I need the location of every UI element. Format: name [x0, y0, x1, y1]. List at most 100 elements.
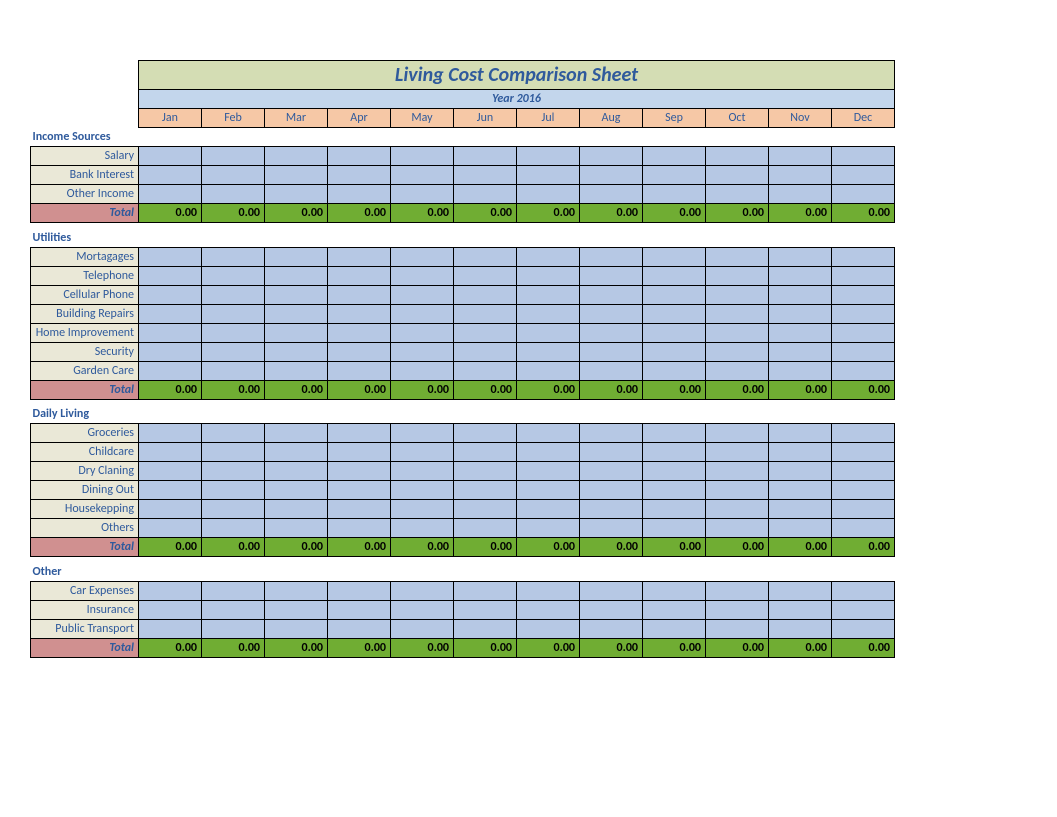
data-cell[interactable]: [454, 166, 517, 185]
data-cell[interactable]: [391, 481, 454, 500]
data-cell[interactable]: [706, 424, 769, 443]
data-cell[interactable]: [706, 185, 769, 204]
data-cell[interactable]: [454, 519, 517, 538]
data-cell[interactable]: [265, 481, 328, 500]
data-cell[interactable]: [265, 500, 328, 519]
data-cell[interactable]: [706, 519, 769, 538]
data-cell[interactable]: [391, 304, 454, 323]
data-cell[interactable]: [328, 361, 391, 380]
data-cell[interactable]: [517, 185, 580, 204]
data-cell[interactable]: [391, 361, 454, 380]
data-cell[interactable]: [769, 147, 832, 166]
data-cell[interactable]: [643, 185, 706, 204]
data-cell[interactable]: [643, 166, 706, 185]
data-cell[interactable]: [328, 323, 391, 342]
data-cell[interactable]: [328, 581, 391, 600]
data-cell[interactable]: [202, 619, 265, 638]
data-cell[interactable]: [139, 600, 202, 619]
data-cell[interactable]: [769, 166, 832, 185]
data-cell[interactable]: [202, 185, 265, 204]
data-cell[interactable]: [769, 304, 832, 323]
data-cell[interactable]: [580, 166, 643, 185]
data-cell[interactable]: [832, 185, 895, 204]
data-cell[interactable]: [769, 342, 832, 361]
data-cell[interactable]: [391, 185, 454, 204]
data-cell[interactable]: [643, 619, 706, 638]
data-cell[interactable]: [643, 247, 706, 266]
data-cell[interactable]: [706, 462, 769, 481]
data-cell[interactable]: [706, 342, 769, 361]
data-cell[interactable]: [706, 443, 769, 462]
data-cell[interactable]: [643, 304, 706, 323]
data-cell[interactable]: [769, 481, 832, 500]
data-cell[interactable]: [328, 481, 391, 500]
data-cell[interactable]: [517, 304, 580, 323]
data-cell[interactable]: [139, 285, 202, 304]
data-cell[interactable]: [832, 443, 895, 462]
data-cell[interactable]: [454, 443, 517, 462]
data-cell[interactable]: [265, 619, 328, 638]
data-cell[interactable]: [265, 600, 328, 619]
data-cell[interactable]: [769, 323, 832, 342]
data-cell[interactable]: [517, 600, 580, 619]
data-cell[interactable]: [265, 361, 328, 380]
data-cell[interactable]: [202, 323, 265, 342]
data-cell[interactable]: [580, 581, 643, 600]
data-cell[interactable]: [706, 304, 769, 323]
data-cell[interactable]: [643, 500, 706, 519]
data-cell[interactable]: [706, 600, 769, 619]
data-cell[interactable]: [139, 481, 202, 500]
data-cell[interactable]: [391, 443, 454, 462]
data-cell[interactable]: [454, 424, 517, 443]
data-cell[interactable]: [832, 266, 895, 285]
data-cell[interactable]: [832, 166, 895, 185]
data-cell[interactable]: [832, 581, 895, 600]
data-cell[interactable]: [202, 581, 265, 600]
data-cell[interactable]: [265, 185, 328, 204]
data-cell[interactable]: [643, 462, 706, 481]
data-cell[interactable]: [202, 443, 265, 462]
data-cell[interactable]: [265, 247, 328, 266]
data-cell[interactable]: [328, 519, 391, 538]
data-cell[interactable]: [832, 342, 895, 361]
data-cell[interactable]: [580, 247, 643, 266]
data-cell[interactable]: [580, 342, 643, 361]
data-cell[interactable]: [454, 342, 517, 361]
data-cell[interactable]: [580, 424, 643, 443]
data-cell[interactable]: [517, 581, 580, 600]
data-cell[interactable]: [202, 361, 265, 380]
data-cell[interactable]: [454, 323, 517, 342]
data-cell[interactable]: [328, 600, 391, 619]
data-cell[interactable]: [580, 500, 643, 519]
data-cell[interactable]: [643, 342, 706, 361]
data-cell[interactable]: [706, 166, 769, 185]
data-cell[interactable]: [139, 519, 202, 538]
data-cell[interactable]: [139, 581, 202, 600]
data-cell[interactable]: [265, 147, 328, 166]
data-cell[interactable]: [265, 519, 328, 538]
data-cell[interactable]: [517, 443, 580, 462]
data-cell[interactable]: [832, 304, 895, 323]
data-cell[interactable]: [580, 462, 643, 481]
data-cell[interactable]: [454, 481, 517, 500]
data-cell[interactable]: [769, 581, 832, 600]
data-cell[interactable]: [328, 147, 391, 166]
data-cell[interactable]: [769, 361, 832, 380]
data-cell[interactable]: [202, 166, 265, 185]
data-cell[interactable]: [517, 500, 580, 519]
data-cell[interactable]: [643, 519, 706, 538]
data-cell[interactable]: [391, 266, 454, 285]
data-cell[interactable]: [643, 323, 706, 342]
data-cell[interactable]: [832, 519, 895, 538]
data-cell[interactable]: [139, 247, 202, 266]
data-cell[interactable]: [643, 361, 706, 380]
data-cell[interactable]: [517, 519, 580, 538]
data-cell[interactable]: [580, 443, 643, 462]
data-cell[interactable]: [139, 323, 202, 342]
data-cell[interactable]: [265, 581, 328, 600]
data-cell[interactable]: [832, 147, 895, 166]
data-cell[interactable]: [517, 481, 580, 500]
data-cell[interactable]: [643, 443, 706, 462]
data-cell[interactable]: [328, 304, 391, 323]
data-cell[interactable]: [706, 323, 769, 342]
